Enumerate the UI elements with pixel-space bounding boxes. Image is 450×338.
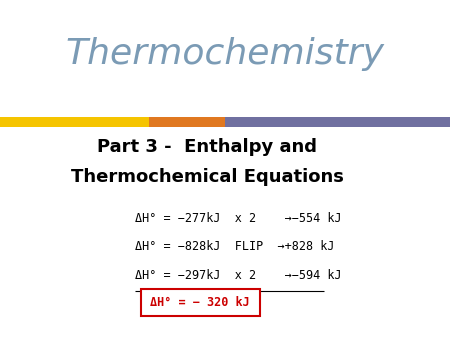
Text: ΔH° = −297kJ  x 2    →−594 kJ: ΔH° = −297kJ x 2 →−594 kJ: [135, 269, 342, 282]
Text: ΔH° = − 320 kJ: ΔH° = − 320 kJ: [150, 296, 250, 309]
Text: Thermochemistry: Thermochemistry: [66, 37, 384, 71]
Text: ΔH° = −828kJ  FLIP  →+828 kJ: ΔH° = −828kJ FLIP →+828 kJ: [135, 240, 334, 253]
FancyBboxPatch shape: [140, 289, 260, 316]
Text: Part 3 -  Enthalpy and: Part 3 - Enthalpy and: [97, 138, 317, 156]
Text: Thermochemical Equations: Thermochemical Equations: [71, 168, 343, 187]
Text: ΔH° = −277kJ  x 2    →−554 kJ: ΔH° = −277kJ x 2 →−554 kJ: [135, 212, 342, 224]
